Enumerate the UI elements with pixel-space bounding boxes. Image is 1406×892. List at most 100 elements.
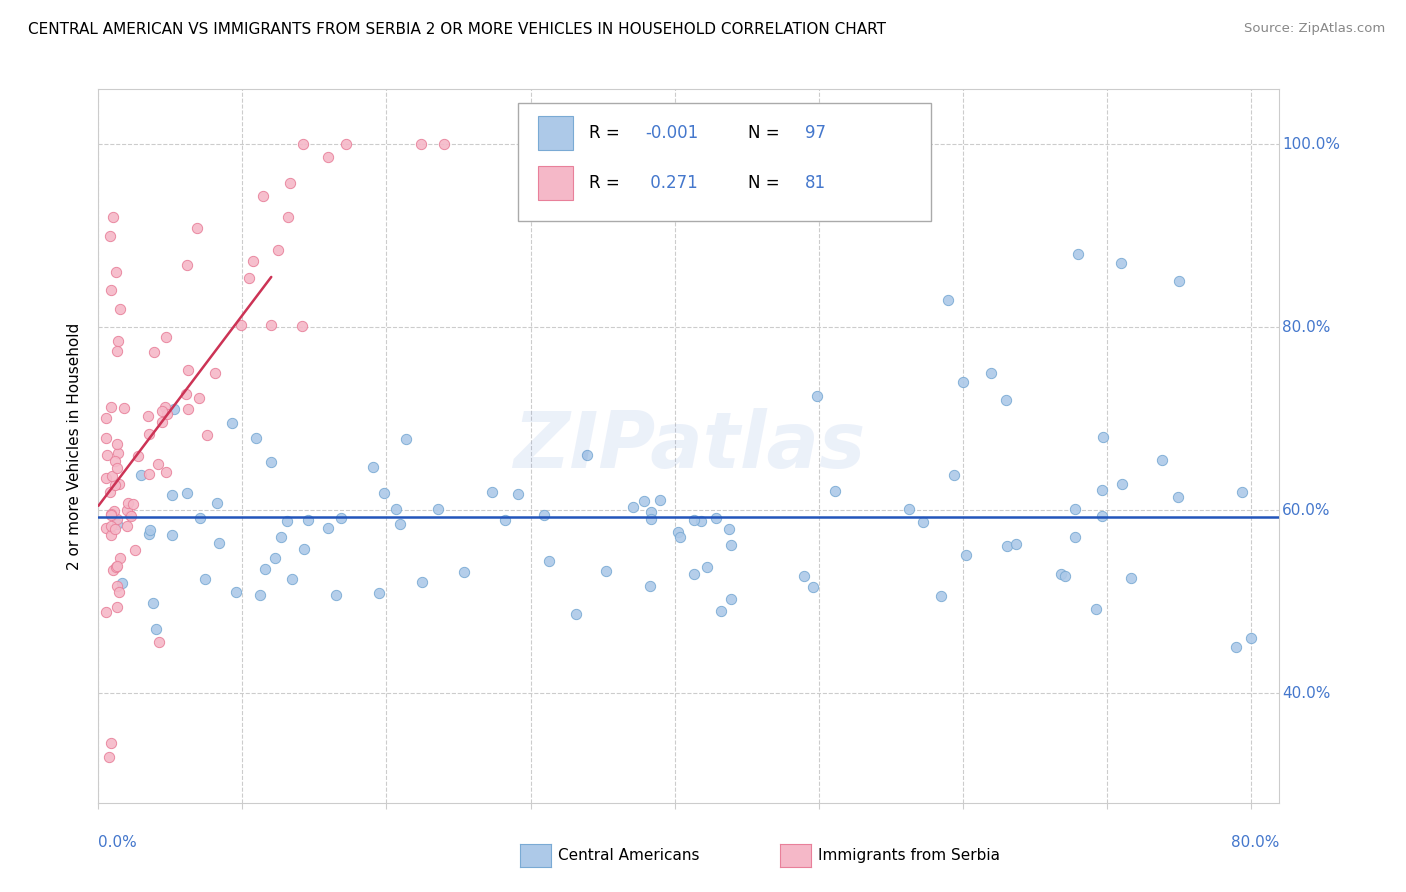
Text: 0.271: 0.271 — [645, 174, 697, 192]
Point — [188, 510, 211, 524]
Point — [103, 504, 125, 518]
Point — [101, 563, 124, 577]
Point — [994, 393, 1017, 408]
Point — [194, 572, 217, 586]
Point — [208, 535, 231, 549]
Point — [204, 367, 226, 381]
Point — [160, 527, 183, 541]
Point — [138, 467, 160, 481]
Point — [537, 554, 560, 568]
Point — [1091, 508, 1114, 523]
Point — [139, 523, 162, 537]
Point — [245, 431, 267, 445]
Point — [1084, 602, 1107, 616]
Point — [453, 566, 475, 580]
Text: 97: 97 — [804, 124, 825, 142]
Bar — [537, 166, 574, 200]
Point — [669, 530, 692, 544]
Point — [980, 366, 1002, 380]
Y-axis label: 2 or more Vehicles in Household: 2 or more Vehicles in Household — [67, 322, 83, 570]
Point — [100, 284, 122, 298]
Point — [104, 522, 127, 536]
Point — [105, 600, 128, 615]
Point — [136, 409, 159, 423]
Point — [335, 137, 357, 152]
Point — [318, 521, 340, 535]
Bar — [537, 116, 574, 150]
Point — [277, 211, 299, 225]
Point — [98, 228, 121, 243]
Point — [117, 519, 139, 533]
Point — [107, 334, 129, 348]
Point — [142, 597, 165, 611]
Point — [280, 176, 302, 190]
Point — [138, 527, 160, 541]
Point — [176, 486, 198, 500]
Point — [108, 551, 131, 566]
Text: N =: N = — [748, 124, 785, 142]
Point — [115, 503, 138, 517]
Point — [1004, 537, 1026, 551]
Point — [325, 588, 347, 602]
Point — [107, 585, 129, 599]
Point — [682, 513, 704, 527]
Point — [621, 500, 644, 514]
Point — [101, 469, 124, 483]
Point — [595, 564, 617, 578]
Point — [105, 436, 128, 450]
Point — [897, 502, 920, 516]
Point — [105, 560, 128, 574]
Point — [292, 137, 315, 152]
Point — [388, 516, 411, 531]
Point — [112, 401, 135, 415]
Point — [292, 542, 315, 557]
Point — [395, 432, 418, 446]
Point — [931, 589, 953, 603]
Point — [98, 484, 121, 499]
Point — [955, 549, 977, 563]
Text: Immigrants from Serbia: Immigrants from Serbia — [818, 848, 1000, 863]
Point — [94, 431, 117, 445]
Point — [565, 607, 588, 621]
Point — [1053, 568, 1076, 582]
Point — [150, 404, 173, 418]
Point — [1230, 484, 1253, 499]
Point — [506, 486, 529, 500]
Point — [96, 449, 118, 463]
Point — [1167, 274, 1189, 288]
Point — [433, 137, 456, 152]
Point — [105, 343, 128, 358]
Point — [297, 513, 319, 527]
Point — [105, 558, 128, 573]
Point — [576, 448, 599, 462]
Point — [105, 517, 128, 532]
Point — [952, 375, 974, 389]
Point — [160, 488, 183, 502]
Text: R =: R = — [589, 124, 624, 142]
Point — [107, 476, 129, 491]
Point — [650, 492, 672, 507]
Point — [824, 484, 846, 499]
Point — [100, 519, 122, 533]
Point — [145, 623, 167, 637]
Point — [720, 592, 742, 607]
Point — [242, 254, 264, 268]
Point — [1225, 640, 1247, 655]
Point — [249, 588, 271, 602]
Point — [129, 468, 152, 483]
Text: 80.0%: 80.0% — [1232, 836, 1279, 850]
Point — [1167, 490, 1189, 504]
Text: 81: 81 — [804, 174, 825, 192]
Point — [117, 495, 139, 509]
Point — [720, 538, 742, 552]
Point — [174, 387, 197, 401]
Point — [1240, 631, 1263, 645]
Point — [177, 402, 200, 417]
Point — [411, 574, 433, 589]
Text: Central Americans: Central Americans — [558, 848, 700, 863]
Text: N =: N = — [748, 174, 785, 192]
Point — [127, 449, 149, 463]
Point — [276, 514, 298, 528]
Point — [806, 389, 828, 403]
Text: 40.0%: 40.0% — [1282, 686, 1330, 700]
